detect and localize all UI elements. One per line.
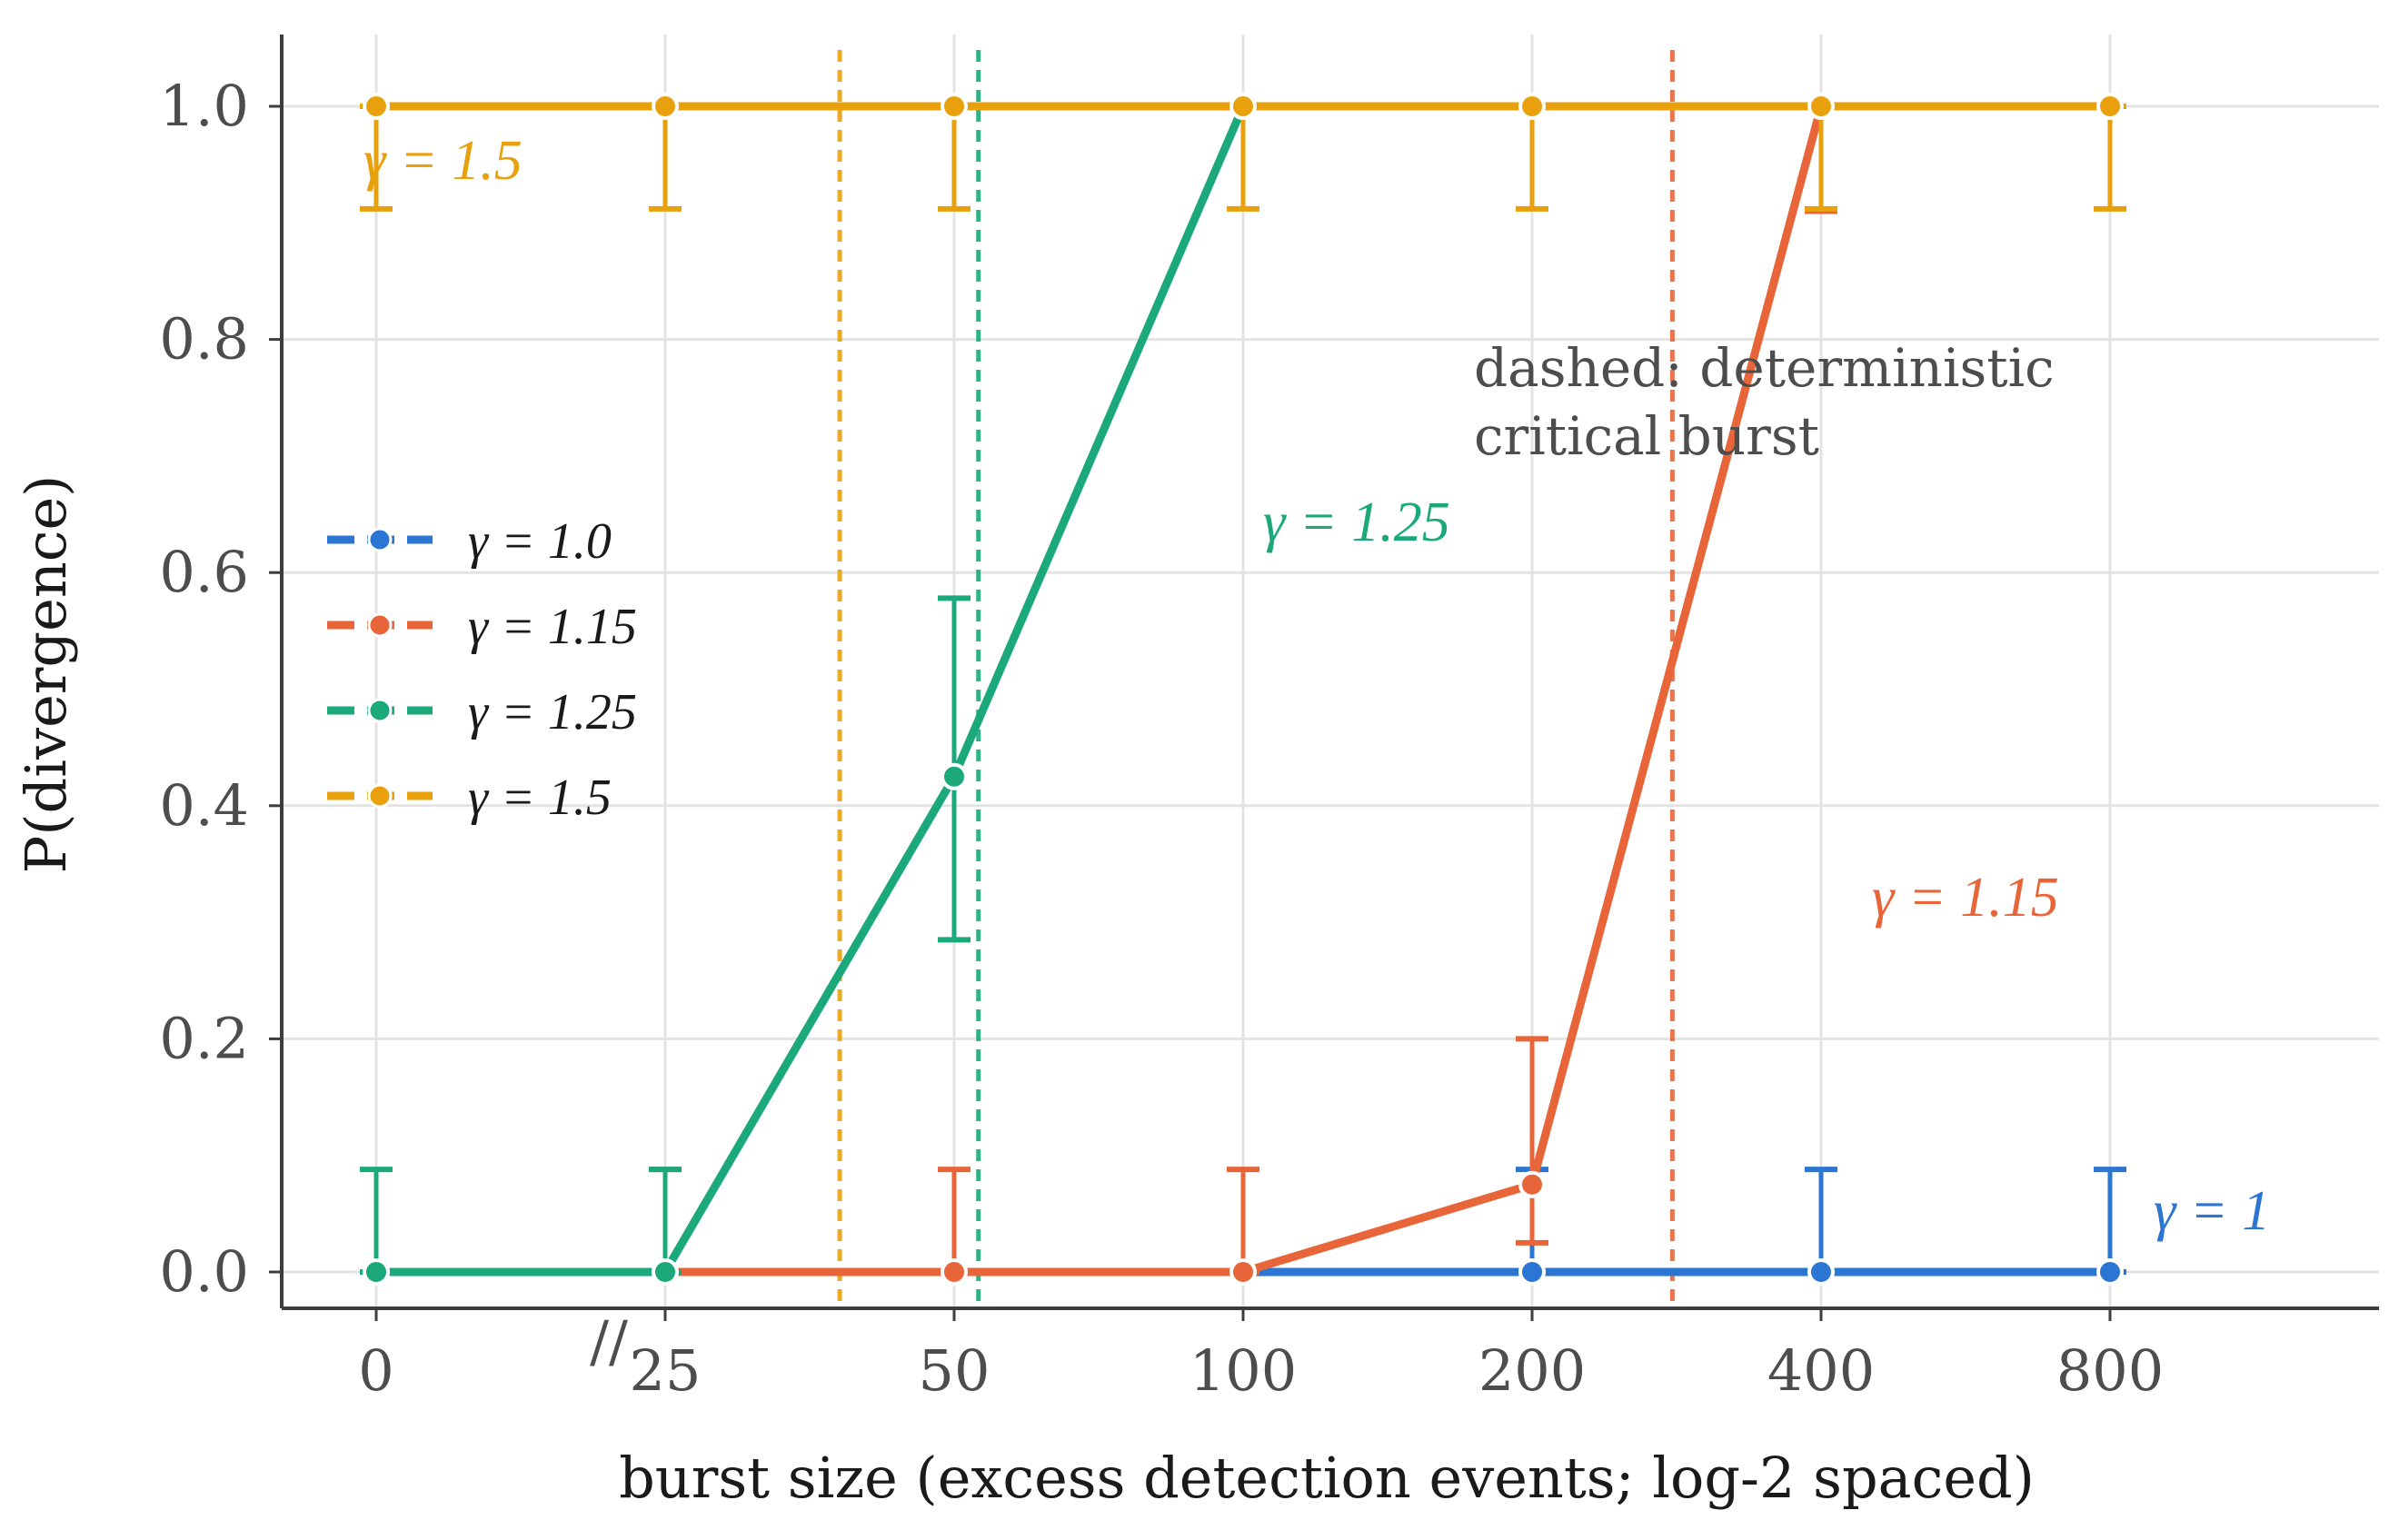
data-point	[363, 1258, 390, 1286]
legend-entry-1-25: γ = 1.25	[327, 684, 637, 740]
error-bar	[1805, 1167, 1837, 1275]
error-bar	[2094, 104, 2126, 212]
error-bar	[649, 104, 682, 212]
x-tick-label-0: 0	[358, 1337, 393, 1404]
data-point	[652, 1258, 679, 1286]
series-label-1-15: γ = 1.15	[1872, 867, 2059, 929]
data-point	[1518, 93, 1546, 120]
legend-marker	[367, 612, 393, 638]
series	[360, 93, 2126, 1286]
error-bar	[938, 1167, 971, 1275]
error-bar	[1227, 1167, 1259, 1275]
legend-label: γ = 1.15	[468, 599, 637, 655]
legend-entry-1-5: γ = 1.5	[327, 770, 612, 826]
y-tick-label-0-4: 0.4	[159, 772, 249, 839]
grid	[282, 35, 2379, 1308]
legend-marker	[367, 698, 393, 723]
data-point	[363, 93, 390, 120]
series-1-5	[360, 93, 2126, 212]
data-point	[1518, 1258, 1546, 1286]
legend: γ = 1.0 γ = 1.15 γ = 1.25 γ = 1.5	[327, 513, 637, 826]
inline-labels: γ = 1 γ = 1.15 γ = 1.25 γ = 1.5	[363, 130, 2270, 1242]
legend-entry-1-15: γ = 1.15	[327, 599, 637, 655]
series-label-1-0: γ = 1	[2154, 1180, 2270, 1242]
error-bar	[1227, 104, 1259, 212]
critical-burst-lines	[837, 50, 1675, 1308]
tick-labels: 0 25 50 100 200 400 800 0.0 0.2 0.4 0.6 0.8 1.0	[159, 73, 2164, 1404]
data-point	[941, 93, 968, 120]
legend-marker	[367, 527, 393, 552]
series-line-1-25	[372, 102, 1248, 1277]
x-tick-label-800: 800	[2056, 1337, 2164, 1404]
legend-label: γ = 1.25	[468, 684, 637, 740]
series-label-1-5: γ = 1.5	[363, 130, 523, 192]
annotation-line-2: critical burst	[1474, 405, 1819, 467]
data-point	[1518, 1170, 1546, 1198]
y-tick-label-1-0: 1.0	[159, 73, 249, 139]
data-point	[2096, 1258, 2124, 1286]
data-point	[941, 1258, 968, 1286]
data-point	[652, 93, 679, 120]
axis-break-mark: //	[590, 1308, 628, 1375]
legend-marker	[367, 783, 393, 809]
annotation-line-1: dashed: deterministic	[1474, 337, 2055, 399]
y-tick-label-0-2: 0.2	[159, 1005, 249, 1071]
error-bar	[2094, 1167, 2126, 1275]
x-tick-label-100: 100	[1190, 1337, 1297, 1404]
legend-label: γ = 1.5	[468, 770, 612, 826]
series-label-1-25: γ = 1.25	[1263, 492, 1450, 553]
axes	[269, 35, 2379, 1321]
error-bar	[938, 104, 971, 212]
data-point	[941, 762, 968, 790]
y-tick-label-0-0: 0.0	[159, 1238, 249, 1305]
x-tick-label-200: 200	[1478, 1337, 1586, 1404]
x-tick-label-25: 25	[630, 1337, 702, 1404]
legend-entry-1-0: γ = 1.0	[327, 513, 612, 570]
x-axis-title: burst size (excess detection events; log…	[619, 1445, 2035, 1511]
legend-label: γ = 1.0	[468, 513, 612, 570]
x-tick-label-400: 400	[1767, 1337, 1875, 1404]
data-point	[1807, 1258, 1835, 1286]
data-point	[1229, 93, 1257, 120]
y-axis-title: P(divergence)	[13, 475, 79, 874]
y-tick-label-0-8: 0.8	[159, 306, 249, 373]
data-point	[1807, 93, 1835, 120]
error-bar	[1516, 1036, 1548, 1246]
series-1-0	[1229, 1167, 2126, 1286]
data-point	[1229, 1258, 1257, 1286]
data-point	[2096, 93, 2124, 120]
y-tick-label-0-6: 0.6	[159, 539, 249, 605]
error-bar	[1516, 104, 1548, 212]
x-tick-label-50: 50	[919, 1337, 990, 1404]
error-bar	[360, 1167, 393, 1275]
